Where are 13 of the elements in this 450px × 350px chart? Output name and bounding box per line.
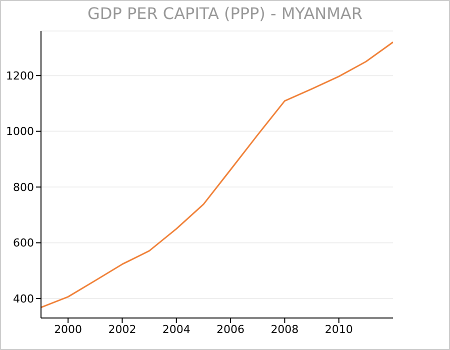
y-tick-label: 800 xyxy=(13,180,34,194)
x-tick-label: 2000 xyxy=(54,322,82,336)
y-tick-label: 1000 xyxy=(6,125,34,138)
x-tick-label: 2008 xyxy=(270,322,299,336)
x-tick-label: 2010 xyxy=(324,322,353,336)
line-series xyxy=(41,41,393,308)
chart-title: GDP PER CAPITA (PPP) - MYANMAR xyxy=(86,4,364,25)
x-tick-label: 2006 xyxy=(216,322,245,336)
y-tick-label: 600 xyxy=(13,236,34,250)
x-tick-label: 2002 xyxy=(108,322,136,336)
y-tick-label: 1200 xyxy=(6,69,34,82)
x-tick-label: 2004 xyxy=(162,322,190,336)
y-tick-label: 400 xyxy=(13,292,34,306)
